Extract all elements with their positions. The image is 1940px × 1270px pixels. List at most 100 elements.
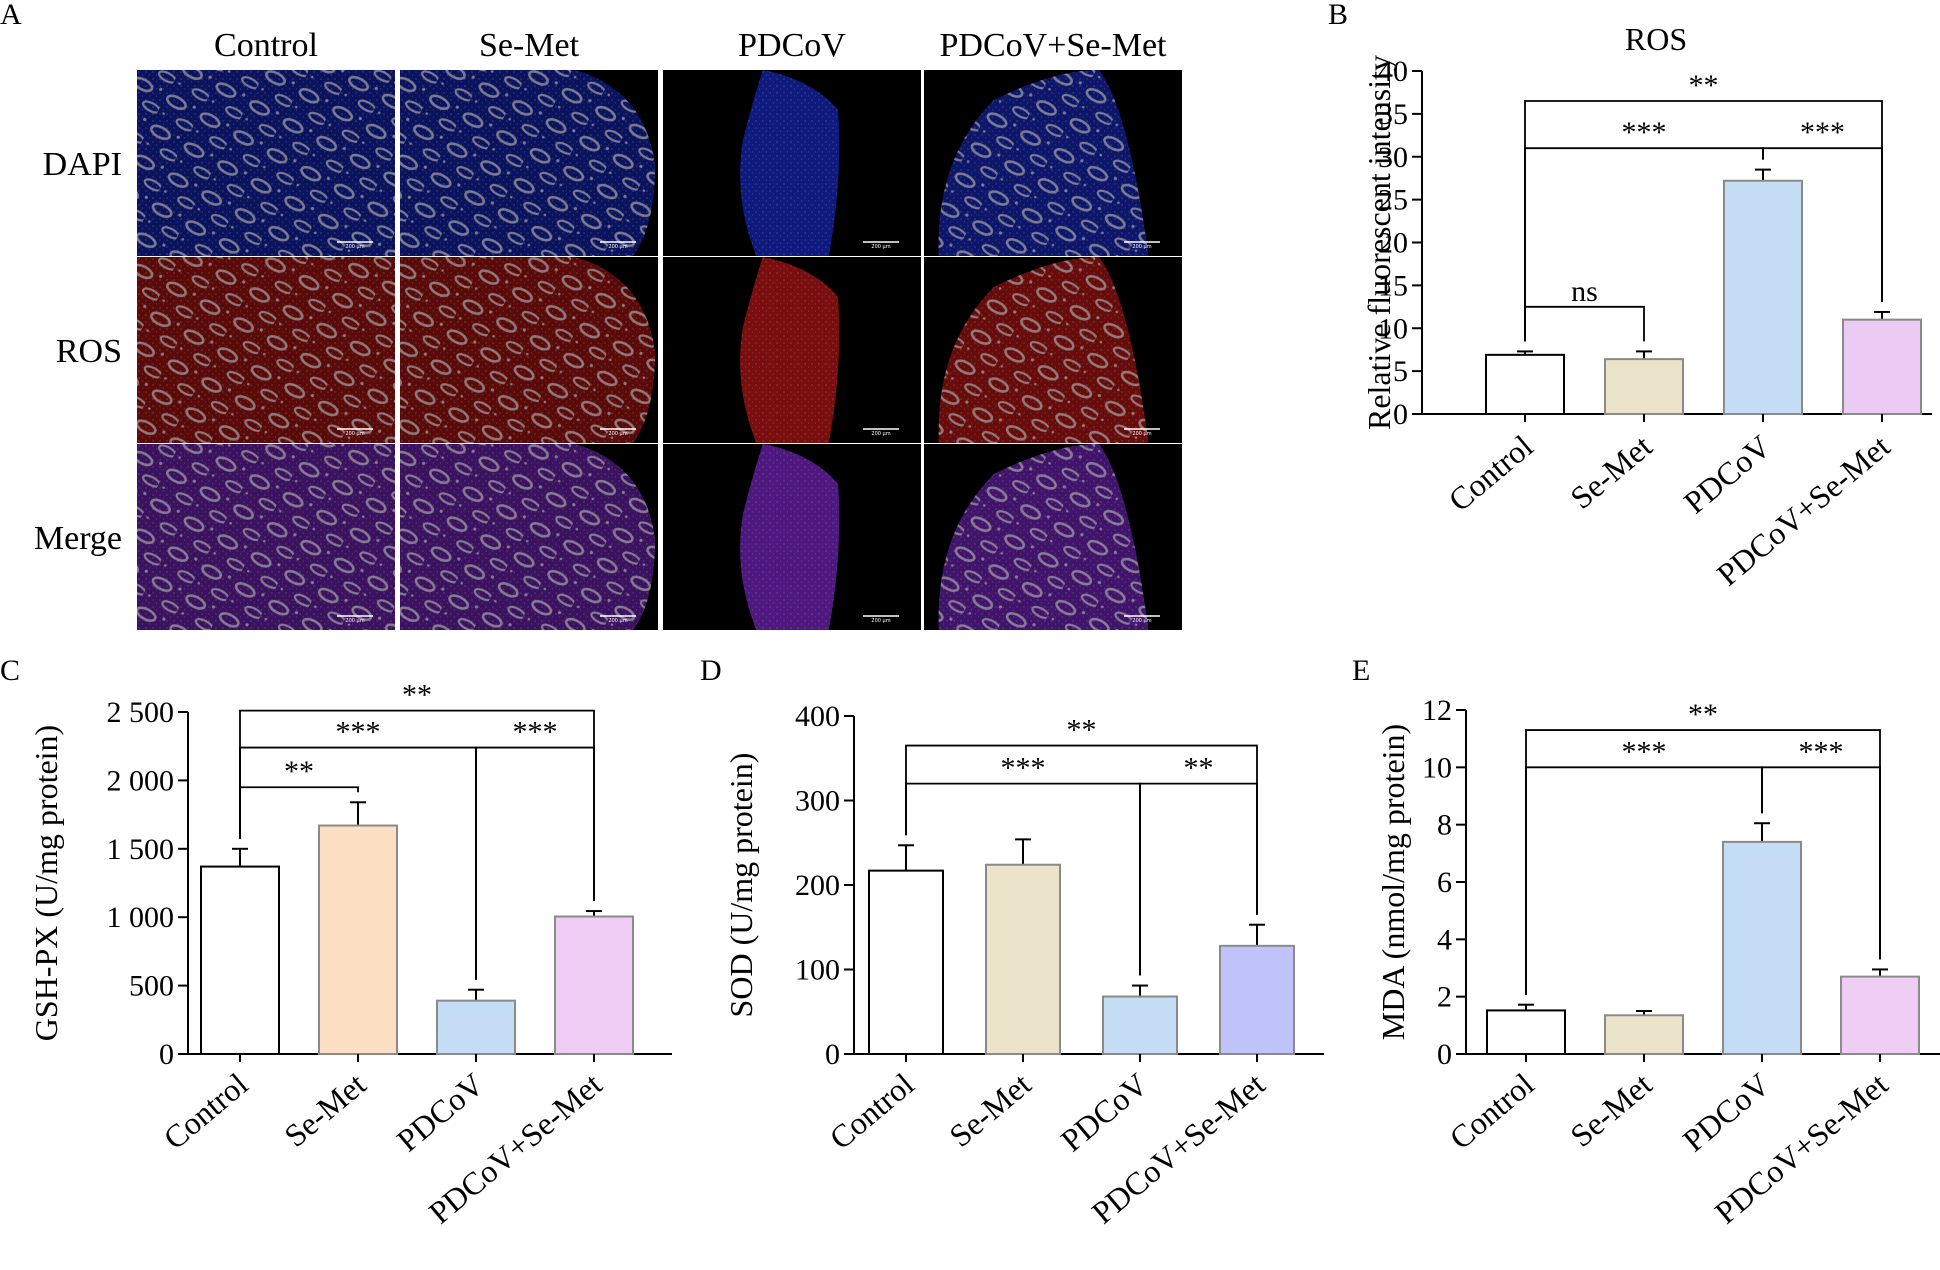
bar-pdcov-se-met	[554, 915, 634, 1055]
bar-pdcov	[1102, 995, 1178, 1055]
row-label-dapi: DAPI	[43, 146, 122, 183]
scale-bar-label: 200 μm	[1132, 618, 1151, 624]
scale-bar-label: 200 μm	[871, 618, 890, 624]
row-label-merge: Merge	[34, 520, 122, 557]
scale-bar-label: 200 μm	[345, 244, 364, 250]
y-tick-label: 2 500	[107, 696, 175, 729]
significance-bracket	[239, 709, 595, 902]
column-label-se-met: Se-Met	[479, 27, 580, 64]
scale-bar-label: 200 μm	[608, 431, 627, 437]
bar-control	[200, 865, 280, 1055]
y-tick-label: 0	[825, 1038, 840, 1071]
y-tick-label: 300	[795, 785, 840, 818]
y-axis-label: MDA (nmol/mg protein)	[1375, 724, 1411, 1040]
micrograph-dapi-control: 200 μm	[137, 70, 395, 256]
bar-pdcov-se-met	[1840, 975, 1920, 1055]
y-tick-label: 5	[1393, 355, 1408, 388]
row-label-ros: ROS	[56, 333, 122, 370]
significance-label: **	[1184, 752, 1214, 785]
significance-bracket	[1524, 100, 1883, 342]
micrograph-dapi-pdcov-se-met: 200 μm	[924, 70, 1182, 256]
significance-label: **	[284, 755, 314, 788]
micrograph-merge-se-met: 200 μm	[400, 444, 658, 630]
bar-se-met	[1604, 1014, 1684, 1055]
category-label-pdcov: PDCoV	[1677, 428, 1778, 521]
bar-se-met	[1604, 358, 1684, 415]
y-axis-label: GSH-PX (U/mg protein)	[28, 725, 64, 1041]
chart-title: ROS	[1625, 21, 1687, 57]
significance-label: ***	[1622, 116, 1667, 149]
category-label-se-met: Se-Met	[942, 1066, 1037, 1154]
category-label-se-met: Se-Met	[1563, 428, 1658, 516]
panel-a-micrographs: A Control Se-Met PDCoV PDCoV+Se-Met DAPI ROS…	[0, 0, 1182, 630]
y-tick-label: 0	[1393, 398, 1408, 431]
micrograph-ros-pdcov-se-met: 200 μm	[924, 257, 1182, 443]
y-axis-label: Relative fluorescent intensity	[1361, 55, 1397, 430]
y-tick-label: 200	[795, 869, 840, 902]
y-tick-label: 12	[1422, 694, 1452, 727]
scale-bar-label: 200 μm	[345, 618, 364, 624]
panel-c-letter: C	[0, 654, 20, 687]
y-tick-label: 2 000	[107, 764, 175, 797]
bar-se-met	[985, 863, 1061, 1055]
bar-control	[868, 869, 944, 1056]
panel-e-mda-chart: E 0 2 4 6 8 10 12 MDA (nmol/mg protein) Control Se…	[1352, 654, 1940, 1231]
micrograph-ros-control: 200 μm	[137, 257, 395, 443]
bar-pdcov-se-met	[1842, 318, 1922, 415]
y-tick-label: 2	[1437, 981, 1452, 1014]
micrograph-merge-pdcov-se-met: 200 μm	[924, 444, 1182, 630]
y-tick-label: 1 500	[107, 833, 175, 866]
micrograph-dapi-pdcov: 200 μm	[663, 70, 921, 256]
significance-label: ***	[513, 716, 558, 749]
panel-d-letter: D	[700, 654, 722, 687]
y-tick-label: 10	[1422, 751, 1452, 784]
category-label-se-met: Se-Met	[277, 1066, 372, 1154]
y-tick-label: 40	[1378, 55, 1408, 88]
bar-se-met	[318, 824, 398, 1055]
y-tick-label: 1 000	[107, 901, 175, 934]
scale-bar-label: 200 μm	[871, 244, 890, 250]
category-label-pdcov: PDCoV	[390, 1066, 491, 1159]
significance-bracket	[1524, 305, 1645, 342]
category-label-control: Control	[822, 1066, 920, 1157]
row-labels: DAPI ROS Merge	[34, 146, 122, 557]
panel-b-letter: B	[1328, 0, 1348, 31]
micrograph-merge-pdcov: 200 μm	[663, 444, 921, 630]
category-label-pdcov: PDCoV	[1676, 1066, 1777, 1159]
category-label-control: Control	[1441, 428, 1539, 519]
micrograph-grid: 200 μm 200 μm 200 μm 200 μm 200 μm 200 μm 200 …	[137, 70, 1182, 630]
significance-label: ***	[1001, 752, 1046, 785]
category-label-control: Control	[1442, 1066, 1540, 1157]
y-axis-label: SOD (U/mg protein)	[723, 753, 759, 1018]
bar-pdcov	[436, 999, 516, 1056]
y-tick-label: 20	[1378, 227, 1408, 260]
column-labels: Control Se-Met PDCoV PDCoV+Se-Met	[214, 27, 1167, 64]
significance-label: **	[1688, 698, 1718, 731]
y-tick-label: 35	[1378, 98, 1408, 131]
y-tick-label: 100	[795, 954, 840, 987]
significance-label: ***	[336, 716, 381, 749]
y-tick-label: 30	[1378, 141, 1408, 174]
y-tick-label: 25	[1378, 184, 1408, 217]
scale-bar-label: 200 μm	[608, 618, 627, 624]
significance-bracket	[1525, 729, 1881, 995]
category-label-control: Control	[156, 1066, 254, 1157]
category-label-pdcov: PDCoV	[1054, 1066, 1155, 1159]
y-tick-label: 4	[1437, 923, 1452, 956]
panel-e-letter: E	[1352, 654, 1370, 687]
scale-bar-label: 200 μm	[345, 431, 364, 437]
category-label-se-met: Se-Met	[1563, 1066, 1658, 1154]
scale-bar-label: 200 μm	[871, 431, 890, 437]
bar-pdcov	[1722, 840, 1802, 1055]
micrograph-ros-se-met: 200 μm	[400, 257, 658, 443]
column-label-pdcov-se-met: PDCoV+Se-Met	[940, 27, 1168, 64]
column-label-pdcov: PDCoV	[738, 27, 846, 64]
micrograph-ros-pdcov: 200 μm	[663, 257, 921, 443]
significance-label: ns	[1571, 275, 1598, 308]
column-label-control: Control	[214, 27, 318, 64]
significance-label: ***	[1800, 116, 1845, 149]
panel-a-letter: A	[0, 0, 22, 31]
y-tick-label: 500	[129, 970, 174, 1003]
